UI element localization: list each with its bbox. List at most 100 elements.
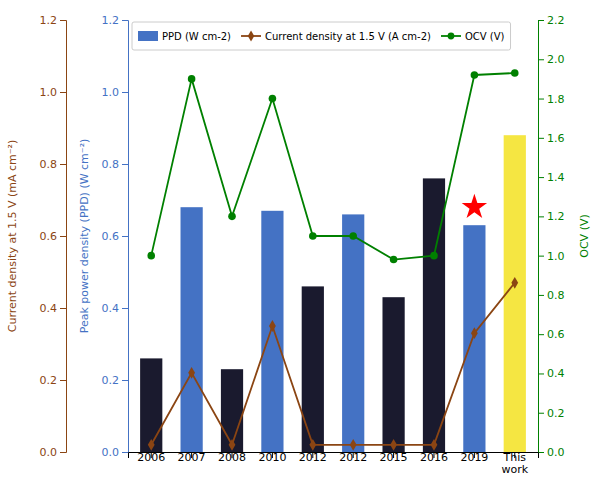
tick: 0.4 bbox=[40, 302, 67, 315]
tick-label: 0.4 bbox=[40, 302, 58, 315]
marker bbox=[229, 439, 236, 451]
line bbox=[151, 283, 515, 445]
tick-label: 1.6 bbox=[547, 132, 565, 145]
tick-mark bbox=[60, 20, 66, 21]
tick-label: 0.4 bbox=[102, 302, 120, 315]
y2-axis: 0.00.20.40.60.81.01.21.41.61.82.02.2 bbox=[538, 14, 565, 459]
marker bbox=[390, 256, 398, 264]
tick: 1.2 bbox=[102, 14, 129, 27]
x-axis: 2006 2007 2008 2010 2012 2012 2015 2016 2019 This… bbox=[129, 451, 539, 476]
tick: 1.0 bbox=[538, 250, 565, 263]
legend-label: OCV (V) bbox=[465, 31, 505, 42]
tick-mark bbox=[538, 20, 544, 21]
y-axis-title: Peak power density (PPD) (W cm⁻²) bbox=[78, 139, 91, 334]
tick-mark bbox=[60, 308, 66, 309]
tick-mark bbox=[122, 92, 128, 93]
bar bbox=[181, 207, 203, 452]
tick-mark bbox=[538, 413, 544, 414]
marker bbox=[511, 277, 518, 289]
tick: 1.2 bbox=[40, 14, 67, 27]
tick-label: 0.8 bbox=[102, 158, 120, 171]
legend: PPD (W cm-2) Current density at 1.5 V (A … bbox=[132, 22, 511, 50]
tick: 0.6 bbox=[40, 230, 67, 243]
tick: 1.4 bbox=[538, 171, 565, 184]
chart: 0.0 0.2 0.4 0.6 0.8 1.0 1.2 0.0 0.2 0.4 0.6 0.8 1.0 1… bbox=[0, 0, 600, 500]
plot: 0.0 0.2 0.4 0.6 0.8 1.0 1.2 0.0 0.2 0.4 0.6 0.8 1.0 1… bbox=[6, 14, 591, 476]
tick-label: 2010 bbox=[258, 451, 286, 464]
y2-axis-title: OCV (V) bbox=[578, 214, 591, 257]
marker bbox=[309, 439, 316, 451]
tick: 2016 bbox=[420, 451, 448, 464]
axis-line bbox=[539, 21, 545, 453]
tick: 2008 bbox=[218, 451, 246, 464]
tick: 2.0 bbox=[538, 53, 565, 66]
tick-label: 2012 bbox=[299, 451, 327, 464]
bar bbox=[463, 225, 485, 452]
marker bbox=[309, 232, 317, 240]
tick-label: 0.8 bbox=[40, 158, 58, 171]
tick-mark bbox=[538, 138, 544, 139]
tick-label: 1.0 bbox=[102, 86, 120, 99]
bar bbox=[140, 358, 162, 452]
tick: 0.0 bbox=[538, 446, 565, 459]
tick-label: 1.2 bbox=[40, 14, 58, 27]
tick-mark bbox=[538, 177, 544, 178]
bar bbox=[302, 286, 324, 452]
marker bbox=[269, 320, 276, 332]
tick-mark bbox=[538, 373, 544, 374]
tick-mark bbox=[60, 452, 66, 453]
tick-label: 2006 bbox=[137, 451, 165, 464]
tick-label: 0.0 bbox=[40, 446, 58, 459]
legend-marker bbox=[448, 33, 455, 40]
tick: 0.6 bbox=[102, 230, 129, 243]
tick: 0.2 bbox=[40, 374, 67, 387]
tick-label-line: 2008 bbox=[218, 451, 246, 464]
tick: 1.0 bbox=[102, 86, 129, 99]
tick: 0.4 bbox=[102, 302, 129, 315]
tick-label: 1.0 bbox=[40, 86, 58, 99]
tick-mark bbox=[122, 380, 128, 381]
tick-label-line: 2006 bbox=[137, 451, 165, 464]
marker bbox=[471, 71, 479, 79]
tick-label: 0.2 bbox=[40, 374, 58, 387]
tick-mark bbox=[60, 236, 66, 237]
tick-mark bbox=[122, 20, 128, 21]
tick-label-line: 2019 bbox=[460, 451, 488, 464]
tick: 2019 bbox=[460, 451, 488, 464]
tick: 0.6 bbox=[538, 328, 565, 341]
marker bbox=[430, 252, 438, 260]
y-axis-outer: 0.0 0.2 0.4 0.6 0.8 1.0 1.2 bbox=[40, 14, 67, 459]
tick-mark bbox=[538, 295, 544, 296]
tick-label: 2015 bbox=[380, 451, 408, 464]
tick-label-line: 2012 bbox=[299, 451, 327, 464]
y-axis-outer-title: Current density at 1.5 V (mA cm⁻²) bbox=[6, 140, 19, 333]
tick-label: 1.2 bbox=[102, 14, 120, 27]
axis-line bbox=[60, 21, 67, 453]
tick-label-line: 2016 bbox=[420, 451, 448, 464]
star-marker bbox=[462, 194, 487, 218]
marker bbox=[147, 252, 155, 260]
legend-item: Current density at 1.5 V (A cm-2) bbox=[241, 30, 431, 41]
tick: 1.8 bbox=[538, 93, 565, 106]
tick-label: 1.8 bbox=[547, 93, 565, 106]
tick: 2012 bbox=[299, 451, 327, 464]
tick-mark bbox=[538, 334, 544, 335]
tick-label: 2012 bbox=[339, 451, 367, 464]
tick-label: 0.2 bbox=[547, 407, 565, 420]
legend-item: PPD (W cm-2) bbox=[138, 31, 231, 42]
tick: Thiswork bbox=[501, 451, 528, 476]
tick-label: 0.8 bbox=[547, 289, 565, 302]
tick-mark bbox=[60, 164, 66, 165]
tick-label: 0.6 bbox=[102, 230, 120, 243]
marker bbox=[228, 213, 236, 221]
bar bbox=[342, 214, 364, 452]
tick: 0.4 bbox=[538, 367, 565, 380]
axis-line bbox=[122, 21, 129, 453]
tick-label: 0.2 bbox=[102, 374, 120, 387]
tick-label: 2007 bbox=[178, 451, 206, 464]
bar bbox=[221, 369, 243, 452]
tick-label: 0.6 bbox=[547, 328, 565, 341]
tick: 0.0 bbox=[102, 446, 129, 459]
tick: 2006 bbox=[137, 451, 165, 464]
legend-marker bbox=[248, 30, 254, 41]
